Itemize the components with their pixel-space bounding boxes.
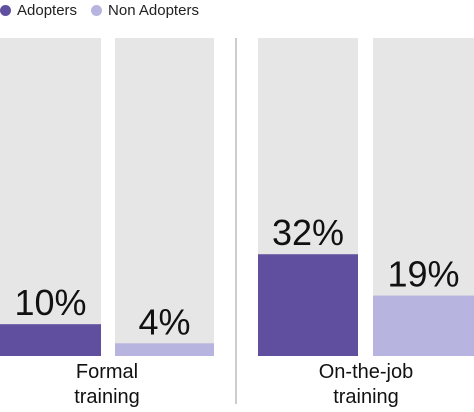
bar-track-0-adopters [0,38,101,356]
data-label-1-adopters: 32% [272,212,344,253]
category-label-0-line-1: training [74,386,140,408]
data-label-0-non-adopters: 4% [138,301,190,342]
legend: Adopters Non Adopters [0,0,199,20]
legend-item-adopters: Adopters [0,2,77,19]
bar-1-adopters [258,254,358,356]
legend-swatch-non-adopters [91,4,103,16]
category-label-1-line-1: training [333,386,399,408]
legend-label-non-adopters: Non Adopters [108,1,199,19]
category-label-1-line-0: On-the-job [319,361,414,383]
legend-swatch-adopters [0,4,11,16]
legend-item-non-adopters: Non Adopters [91,2,199,19]
bar-track-0-non-adopters [115,38,214,356]
data-label-1-non-adopters: 19% [387,254,459,295]
category-label-0-line-0: Formal [76,361,138,383]
legend-label-adopters: Adopters [17,1,78,19]
data-label-0-adopters: 10% [14,282,86,323]
bar-1-non-adopters [373,295,474,356]
bar-0-adopters [0,324,101,356]
bar-0-non-adopters [115,343,214,356]
